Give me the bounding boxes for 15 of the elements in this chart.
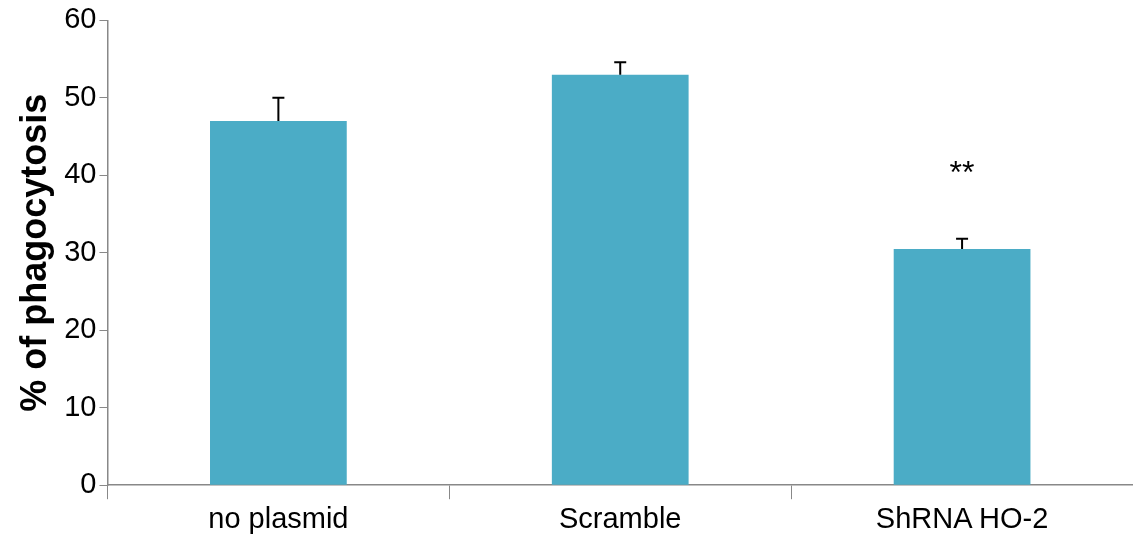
x-tick-label: ShRNA HO-2: [875, 501, 1049, 534]
y-tick-label: 50: [64, 79, 97, 112]
x-tick-label: no plasmid: [208, 501, 349, 534]
x-tick-label: Scramble: [558, 501, 682, 534]
y-tick-label: 10: [64, 389, 97, 422]
y-tick-label: 60: [64, 2, 97, 35]
y-tick-label: 0: [80, 467, 97, 500]
y-tick-label: 20: [64, 312, 97, 345]
annotation: **: [949, 153, 975, 190]
bar: [551, 74, 689, 485]
bar: [210, 121, 347, 485]
y-axis-title: % of phagocytosis: [12, 93, 54, 412]
bar: [893, 248, 1031, 485]
y-tick-label: 30: [64, 234, 97, 267]
y-tick-label: 40: [64, 157, 97, 190]
